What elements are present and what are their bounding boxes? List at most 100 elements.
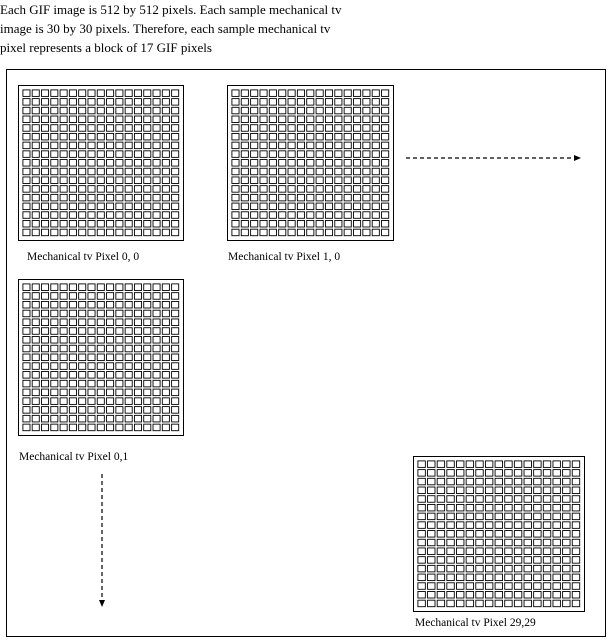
grid-cell	[115, 292, 124, 300]
grid-cell	[152, 98, 161, 106]
grid-cell	[504, 556, 513, 564]
grid-cell	[231, 211, 240, 219]
grid-cell	[87, 167, 96, 176]
grid-cell	[523, 469, 532, 477]
grid-cell	[133, 379, 142, 388]
grid-cell	[436, 538, 446, 547]
grid-cell	[436, 469, 446, 477]
grid-cell	[41, 327, 50, 335]
grid-cell	[446, 521, 455, 529]
grid-cell	[22, 336, 31, 344]
grid-cell	[296, 150, 305, 158]
grid-cell	[152, 193, 161, 202]
grid-cell	[96, 98, 105, 106]
grid-cell	[171, 336, 180, 344]
grid-cell	[296, 176, 305, 184]
grid-cell	[115, 106, 124, 115]
grid-cell	[268, 193, 277, 202]
grid-cell	[59, 193, 68, 202]
grid-cell	[143, 106, 152, 115]
grid-cell	[50, 176, 59, 184]
grid-cell	[68, 300, 77, 309]
grid-cell	[296, 228, 305, 237]
grid-cell	[324, 89, 334, 97]
grid-cell	[68, 406, 77, 414]
grid-cell	[484, 582, 494, 590]
grid-cell	[381, 141, 390, 150]
grid-cell	[124, 336, 133, 344]
grid-cell	[296, 106, 305, 115]
grid-cell	[133, 336, 142, 344]
grid-cell	[250, 202, 259, 211]
grid-cell	[268, 220, 277, 228]
grid-cell	[68, 344, 77, 353]
grid-cell	[87, 397, 96, 405]
grid-cell	[78, 124, 87, 132]
grid-cell	[353, 98, 362, 106]
grid-cell	[161, 159, 170, 167]
grid-cell	[115, 388, 124, 397]
grid-cell	[171, 397, 180, 405]
grid-cell	[484, 512, 494, 521]
grid-cell	[287, 159, 296, 167]
grid-cell	[371, 115, 380, 123]
grid-cell	[161, 124, 170, 132]
grid-cell	[106, 98, 115, 106]
grid-cell	[78, 397, 87, 405]
grid-cell	[115, 220, 124, 228]
grid-cell	[552, 521, 561, 529]
grid-cell	[552, 495, 561, 503]
grid-cell	[523, 486, 532, 494]
grid-cell	[504, 521, 513, 529]
grid-cell	[533, 556, 542, 564]
grid-cell	[171, 327, 180, 335]
grid-cell	[78, 292, 87, 300]
grid-cell	[152, 141, 161, 150]
grid-cell	[417, 503, 426, 512]
grid-cell	[124, 89, 133, 97]
grid-cell	[106, 371, 115, 379]
grid-cell	[427, 564, 436, 573]
grid-cell	[324, 115, 334, 123]
grid-cell	[143, 202, 152, 211]
grid-cell	[484, 521, 494, 529]
grid-cell	[171, 362, 180, 370]
grid-cell	[494, 599, 503, 608]
grid-cell	[523, 582, 532, 590]
grid-cell	[115, 336, 124, 344]
grid-cell	[133, 362, 142, 370]
grid-cell	[68, 423, 77, 432]
grid-cell	[542, 503, 552, 512]
grid-cell	[250, 176, 259, 184]
grid-cell	[231, 150, 240, 158]
grid-cell	[334, 220, 343, 228]
grid-cell	[133, 406, 142, 414]
grid-cell	[278, 89, 287, 97]
grid-cell	[240, 202, 249, 211]
grid-cell	[259, 150, 268, 158]
grid-cell	[324, 132, 334, 141]
grid-cell	[161, 309, 170, 318]
grid-cell	[143, 292, 152, 300]
grid-cell	[115, 98, 124, 106]
grid-cell	[171, 318, 180, 326]
grid-cell	[115, 371, 124, 379]
grid-cell	[533, 573, 542, 582]
grid-cell	[22, 414, 31, 423]
grid-cell	[278, 176, 287, 184]
grid-cell	[115, 202, 124, 211]
grid-cell	[494, 582, 503, 590]
grid-cell	[324, 176, 334, 184]
grid-cell	[171, 89, 180, 97]
grid-cell	[115, 124, 124, 132]
grid-cell	[115, 300, 124, 309]
grid-cell	[533, 530, 542, 538]
grid-cell	[306, 167, 315, 176]
grid-cell	[124, 185, 133, 193]
grid-cell	[324, 185, 334, 193]
grid-cell	[22, 309, 31, 318]
grid-cell	[41, 141, 50, 150]
grid-cell	[87, 150, 96, 158]
grid-cell	[278, 228, 287, 237]
grid-cell	[353, 202, 362, 211]
